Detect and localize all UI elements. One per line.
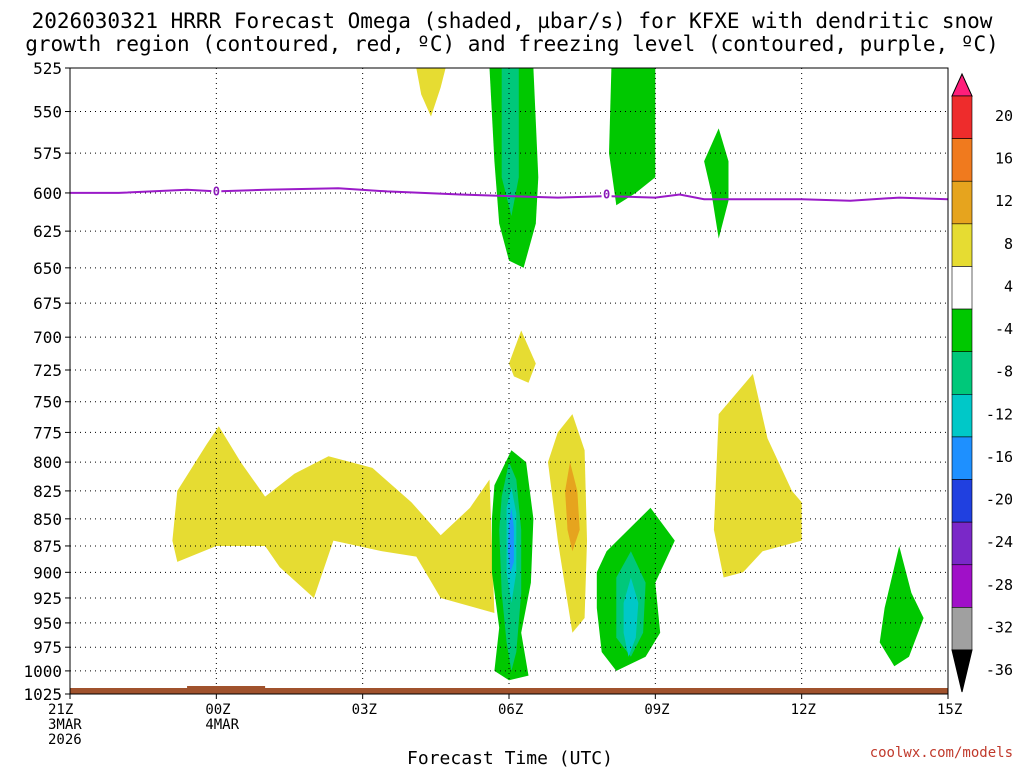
freezing-label-bg	[211, 184, 222, 198]
x-tick-label-line: 2026	[48, 732, 82, 748]
x-axis-label: Forecast Time (UTC)	[407, 748, 613, 768]
colorbar-tick-label: 16	[995, 150, 1013, 168]
colorbar-swatch	[951, 180, 973, 225]
omega-region-4	[713, 373, 802, 578]
y-tick-label: 900	[33, 563, 62, 582]
colorbar-swatch	[951, 223, 973, 267]
x-tick-label-line: 15Z	[937, 702, 962, 718]
omega-region-0	[416, 68, 446, 117]
colorbar-tick-label: -12	[986, 405, 1013, 423]
omega-region-7	[609, 68, 656, 206]
y-tick-label: 575	[33, 144, 62, 163]
colorbar-swatch	[951, 607, 973, 651]
y-tick-label: 875	[33, 537, 62, 556]
colorbar-swatch	[951, 479, 973, 523]
colorbar-swatch	[951, 138, 973, 182]
y-tick-label: 925	[33, 589, 62, 608]
freezing-level-label-1: 0	[603, 187, 610, 201]
y-tick-label: 1000	[23, 662, 62, 681]
colorbar-tick-label: -24	[986, 533, 1013, 551]
colorbar-swatch	[951, 521, 973, 566]
y-tick-label: 675	[33, 294, 62, 313]
omega-region-1	[172, 426, 495, 613]
y-tick-label: 850	[33, 510, 62, 529]
colorbar-tick-label: -28	[986, 576, 1013, 594]
colorbar-bottom-arrow	[951, 649, 973, 693]
y-tick-label: 525	[33, 59, 62, 78]
colorbar-swatch	[951, 394, 973, 438]
ground-strip	[70, 688, 948, 694]
y-tick-label: 650	[33, 259, 62, 278]
x-axis: 21Z 3MAR 2026 00Z 4MAR 03Z 06Z 09Z 12Z 15Z	[48, 694, 962, 748]
colorbar-tick-label: -4	[995, 320, 1013, 338]
colorbar-swatch	[951, 308, 973, 352]
x-tick-label-line: 06Z	[498, 702, 523, 718]
colorbar-swatch	[951, 351, 973, 395]
y-tick-label: 775	[33, 423, 62, 442]
freezing-label-bg	[601, 187, 612, 201]
x-tick-label-line: 4MAR	[205, 717, 239, 733]
colorbar-tick-label: 8	[1004, 235, 1013, 253]
y-tick-label: 800	[33, 453, 62, 472]
colorbar-tick-label: 4	[1004, 277, 1013, 295]
x-tick-label: 12Z	[791, 702, 816, 718]
chart-title-line1: 2026030321 HRRR Forecast Omega (shaded, …	[32, 9, 993, 33]
colorbar-tick-label: -16	[986, 448, 1013, 466]
x-tick-label-line: 03Z	[352, 702, 377, 718]
y-tick-label: 825	[33, 482, 62, 501]
colorbar-swatch	[951, 436, 973, 480]
colorbar-tick-label: 12	[995, 192, 1013, 210]
omega-region-5	[565, 462, 580, 552]
omega-region-12	[501, 68, 519, 216]
x-tick-label: 06Z	[498, 702, 523, 718]
x-tick-label-line: 3MAR	[48, 717, 82, 733]
x-tick-label-line: 12Z	[791, 702, 816, 718]
y-tick-label: 975	[33, 638, 62, 657]
freezing-level-label-0: 0	[213, 184, 220, 198]
chart-title-line2: growth region (contoured, red, ºC) and f…	[25, 32, 999, 56]
y-tick-label: 625	[33, 222, 62, 241]
ground-bump	[187, 686, 266, 689]
y-tick-label: 550	[33, 103, 62, 122]
omega-region-11	[879, 546, 924, 667]
credit-link[interactable]: coolwx.com/models	[870, 745, 1013, 761]
colorbar-swatch	[951, 564, 973, 608]
x-tick-label: 00Z 4MAR	[205, 702, 239, 733]
x-tick-label: 21Z 3MAR 2026	[48, 702, 82, 748]
x-tick-label: 15Z	[937, 702, 962, 718]
x-tick-label-line: 00Z	[205, 702, 230, 718]
colorbar-tick-label: -8	[995, 363, 1013, 381]
omega-region-8	[704, 128, 729, 239]
colorbar-swatch	[951, 266, 973, 310]
x-tick-label: 09Z	[644, 702, 669, 718]
colorbar-top-arrow	[951, 72, 973, 97]
colorbar-tick-label: -32	[986, 618, 1013, 636]
x-tick-label-line: 21Z	[48, 702, 73, 718]
colorbar: 20 16 12 8 4 -4 -8 -12 -16 -20 -24 -28 -32 -36	[951, 72, 1013, 693]
colorbar-tick-label: -36	[986, 661, 1013, 679]
colorbar-tick-label: -20	[986, 491, 1013, 509]
y-tick-label: 700	[33, 328, 62, 347]
colorbar-swatch	[951, 95, 973, 139]
y-tick-label: 950	[33, 614, 62, 633]
y-tick-label: 725	[33, 361, 62, 380]
x-tick-label-line: 09Z	[644, 702, 669, 718]
y-axis: 525 550 575 600 625 650 675 700 725 750 775 800 825 8…	[23, 59, 70, 704]
omega-region-2	[509, 330, 536, 383]
omega-region-16	[623, 577, 639, 657]
y-tick-label: 1025	[23, 685, 62, 704]
x-tick-label: 03Z	[352, 702, 377, 718]
y-tick-label: 600	[33, 184, 62, 203]
y-tick-label: 750	[33, 393, 62, 412]
colorbar-tick-label: 20	[995, 107, 1013, 125]
